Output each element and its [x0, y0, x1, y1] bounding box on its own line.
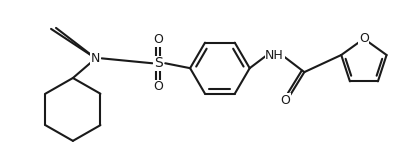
Text: O: O	[281, 94, 290, 107]
Text: O: O	[153, 80, 163, 93]
Text: O: O	[153, 33, 163, 46]
Text: O: O	[359, 32, 369, 45]
Text: N: N	[91, 52, 101, 65]
Text: NH: NH	[265, 49, 284, 62]
Text: S: S	[154, 56, 163, 70]
